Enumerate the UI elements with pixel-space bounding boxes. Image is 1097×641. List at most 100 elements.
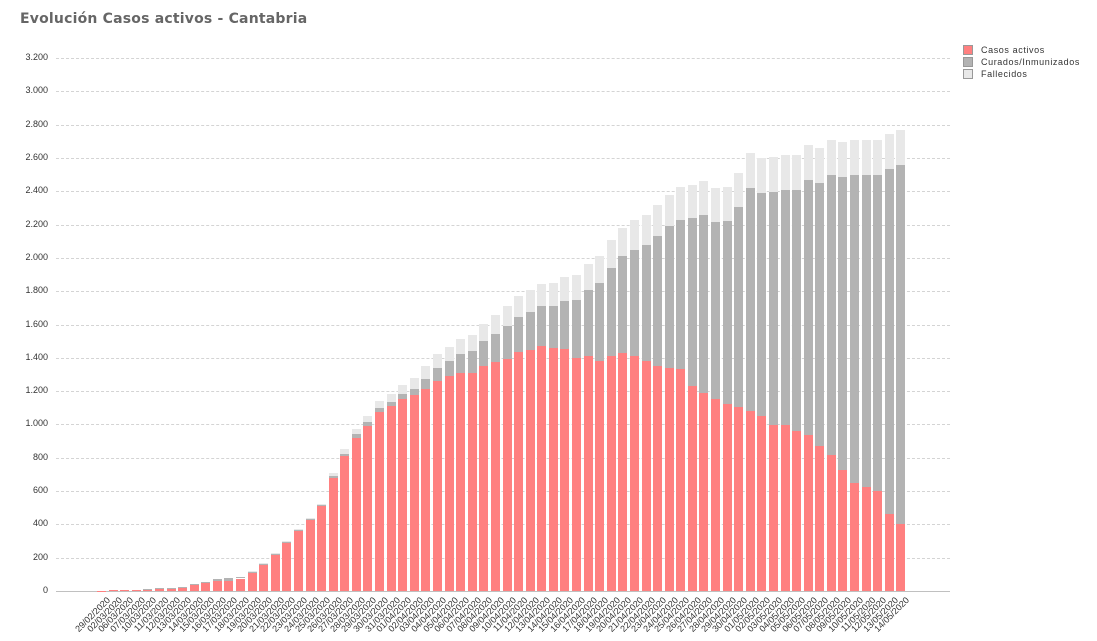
bar-14/04/2020[interactable] [549, 0, 558, 641]
bar-26/04/2020[interactable] [688, 0, 697, 641]
bar-07/03/2020[interactable] [132, 0, 141, 641]
legend-item[interactable]: Fallecidos [963, 68, 1080, 80]
bar-22/04/2020[interactable] [642, 0, 651, 641]
legend-item[interactable]: Curados/Inmunizados [963, 56, 1080, 68]
bar-14/05/2020[interactable] [896, 0, 905, 641]
bar-segment [781, 425, 790, 591]
legend-swatch-icon [963, 69, 973, 79]
bar-02/05/2020[interactable] [757, 0, 766, 641]
bar-segment [340, 448, 349, 454]
bar-15/04/2020[interactable] [560, 0, 569, 641]
bar-segment [340, 453, 349, 457]
bar-20/03/2020[interactable] [259, 0, 268, 641]
bar-02/04/2020[interactable] [410, 0, 419, 641]
bar-27/03/2020[interactable] [340, 0, 349, 641]
bar-segment [398, 385, 407, 395]
bar-10/05/2020[interactable] [850, 0, 859, 641]
bar-segment [387, 394, 396, 402]
bar-segment [514, 317, 523, 352]
bar-25/04/2020[interactable] [676, 0, 685, 641]
legend-item[interactable]: Casos activos [963, 44, 1080, 56]
bar-05/05/2020[interactable] [792, 0, 801, 641]
bar-segment [711, 222, 720, 399]
bar-17/03/2020[interactable] [224, 0, 233, 641]
bar-18/03/2020[interactable] [236, 0, 245, 641]
bar-27/04/2020[interactable] [699, 0, 708, 641]
y-tick-label: 800 [32, 452, 48, 462]
bar-23/04/2020[interactable] [653, 0, 662, 641]
bar-06/04/2020[interactable] [456, 0, 465, 641]
y-tick-label: 200 [32, 552, 48, 562]
bar-11/04/2020[interactable] [514, 0, 523, 641]
bar-09/05/2020[interactable] [838, 0, 847, 641]
bar-24/03/2020[interactable] [306, 0, 315, 641]
bar-26/03/2020[interactable] [329, 0, 338, 641]
bar-28/03/2020[interactable] [352, 0, 361, 641]
bar-segment [792, 431, 801, 591]
bar-31/03/2020[interactable] [387, 0, 396, 641]
bar-segment [676, 187, 685, 220]
bar-segment [699, 181, 708, 215]
bar-08/05/2020[interactable] [827, 0, 836, 641]
bar-11/03/2020[interactable] [155, 0, 164, 641]
bar-segment [375, 401, 384, 408]
bar-13/03/2020[interactable] [178, 0, 187, 641]
bar-06/05/2020[interactable] [804, 0, 813, 641]
bar-24/04/2020[interactable] [665, 0, 674, 641]
bar-29/04/2020[interactable] [723, 0, 732, 641]
bar-segment [838, 177, 847, 471]
bar-17/04/2020[interactable] [584, 0, 593, 641]
bar-21/03/2020[interactable] [271, 0, 280, 641]
bar-19/04/2020[interactable] [607, 0, 616, 641]
bar-18/04/2020[interactable] [595, 0, 604, 641]
bar-04/04/2020[interactable] [433, 0, 442, 641]
bar-10/04/2020[interactable] [503, 0, 512, 641]
bar-20/04/2020[interactable] [618, 0, 627, 641]
bar-13/04/2020[interactable] [537, 0, 546, 641]
bar-05/04/2020[interactable] [445, 0, 454, 641]
bar-segment [363, 426, 372, 591]
bar-segment [491, 361, 500, 591]
bar-segment [375, 407, 384, 412]
bar-23/03/2020[interactable] [294, 0, 303, 641]
bar-segment [607, 267, 616, 357]
bar-12/03/2020[interactable] [167, 0, 176, 641]
bar-30/03/2020[interactable] [375, 0, 384, 641]
bar-25/03/2020[interactable] [317, 0, 326, 641]
bar-03/04/2020[interactable] [421, 0, 430, 641]
bar-segment [340, 456, 349, 591]
bar-04/05/2020[interactable] [781, 0, 790, 641]
bar-segment [317, 506, 326, 591]
bar-13/05/2020[interactable] [885, 0, 894, 641]
bar-29/03/2020[interactable] [363, 0, 372, 641]
bar-12/05/2020[interactable] [873, 0, 882, 641]
bar-02/03/2020[interactable] [109, 0, 118, 641]
bar-30/04/2020[interactable] [734, 0, 743, 641]
bar-01/04/2020[interactable] [398, 0, 407, 641]
gridline [56, 91, 950, 92]
bar-07/04/2020[interactable] [468, 0, 477, 641]
bar-09/04/2020[interactable] [491, 0, 500, 641]
bar-29/02/2020[interactable] [97, 0, 106, 641]
bar-19/03/2020[interactable] [248, 0, 257, 641]
bar-segment [282, 541, 291, 542]
bar-segment [526, 312, 535, 351]
bar-03/05/2020[interactable] [769, 0, 778, 641]
bar-07/05/2020[interactable] [815, 0, 824, 641]
bar-21/04/2020[interactable] [630, 0, 639, 641]
bar-22/03/2020[interactable] [282, 0, 291, 641]
bar-11/05/2020[interactable] [862, 0, 871, 641]
bar-08/04/2020[interactable] [479, 0, 488, 641]
bar-12/04/2020[interactable] [526, 0, 535, 641]
bar-segment [445, 361, 454, 377]
bar-28/04/2020[interactable] [711, 0, 720, 641]
bar-01/05/2020[interactable] [746, 0, 755, 641]
bar-segment [248, 571, 257, 573]
bar-15/03/2020[interactable] [201, 0, 210, 641]
bar-16/03/2020[interactable] [213, 0, 222, 641]
bar-14/03/2020[interactable] [190, 0, 199, 641]
bar-16/04/2020[interactable] [572, 0, 581, 641]
bar-10/03/2020[interactable] [143, 0, 152, 641]
bar-segment [352, 434, 361, 438]
bar-06/03/2020[interactable] [120, 0, 129, 641]
